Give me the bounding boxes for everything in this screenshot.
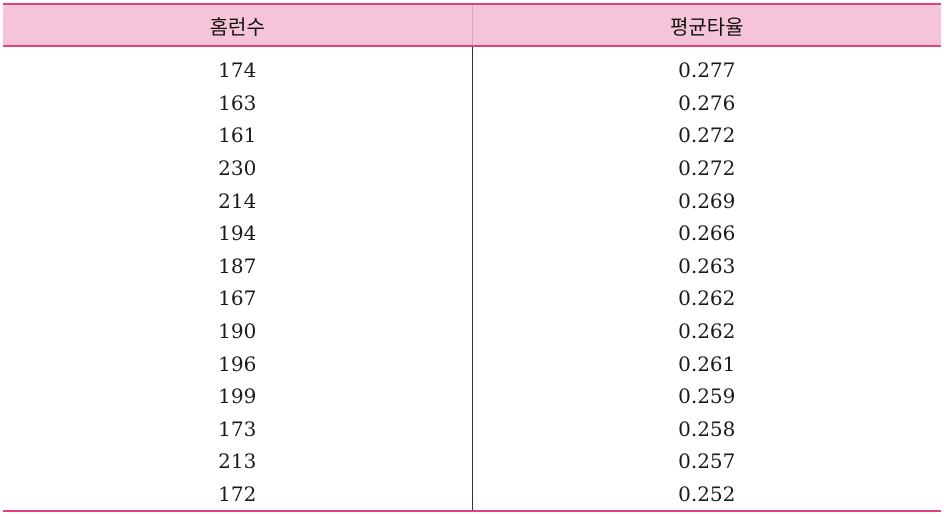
header-row: 홈런수 평균타율 [3,3,941,47]
cell-homeruns: 213 [218,449,257,474]
table-row: 213 0.257 [3,445,941,478]
table-row: 199 0.259 [3,379,941,413]
cell-batting-average: 0.276 [471,86,941,120]
cell-homeruns: 174 [218,58,257,83]
cell-homeruns: 194 [218,221,257,246]
cell-batting-average: 0.262 [471,282,941,315]
cell-batting-average: 0.262 [471,314,941,348]
cell-batting-average: 0.261 [471,347,941,380]
cell-homeruns: 172 [3,477,472,513]
cell-homeruns: 187 [218,253,257,278]
cell-homeruns: 173 [218,416,257,441]
table-row: 196 0.261 [3,347,941,380]
cell-homeruns: 199 [218,384,257,409]
cell-homeruns: 230 [218,156,257,181]
header-homeruns: 홈런수 [3,3,472,47]
table-row: 163 0.276 [3,86,941,120]
cell-batting-average: 0.272 [471,119,941,152]
table-row: 194 0.266 [3,216,941,250]
cell-batting-average: 0.258 [471,412,941,446]
table-row: 173 0.258 [3,412,941,446]
homerun-batting-table: 홈런수 평균타율 174 0.277 163 0.276 161 0.272 2… [3,3,941,513]
data-table-container: 홈런수 평균타율 174 0.277 163 0.276 161 0.272 2… [3,3,941,513]
cell-homeruns: 167 [218,286,257,311]
cell-batting-average: 0.257 [471,445,941,478]
table-row: 172 0.252 [3,477,941,513]
table-body: 174 0.277 163 0.276 161 0.272 230 0.272 … [3,46,941,513]
cell-homeruns: 161 [218,123,257,148]
table-row: 161 0.272 [3,119,941,152]
cell-batting-average: 0.272 [471,151,941,185]
table-row: 174 0.277 [3,46,941,87]
cell-batting-average: 0.269 [471,184,941,217]
cell-batting-average: 0.252 [471,477,941,513]
cell-homeruns: 214 [218,188,257,213]
cell-homeruns: 163 [218,90,257,115]
table-row: 230 0.272 [3,151,941,185]
table-row: 190 0.262 [3,314,941,348]
header-batting-average: 평균타율 [471,3,941,47]
cell-batting-average: 0.266 [471,216,941,250]
cell-homeruns: 190 [218,319,257,344]
table-row: 167 0.262 [3,282,941,315]
cell-homeruns: 196 [218,351,257,376]
cell-batting-average: 0.263 [471,249,941,283]
table-row: 214 0.269 [3,184,941,217]
cell-batting-average: 0.277 [471,46,941,87]
table-header: 홈런수 평균타율 [3,3,941,47]
table-row: 187 0.263 [3,249,941,283]
cell-batting-average: 0.259 [471,379,941,413]
